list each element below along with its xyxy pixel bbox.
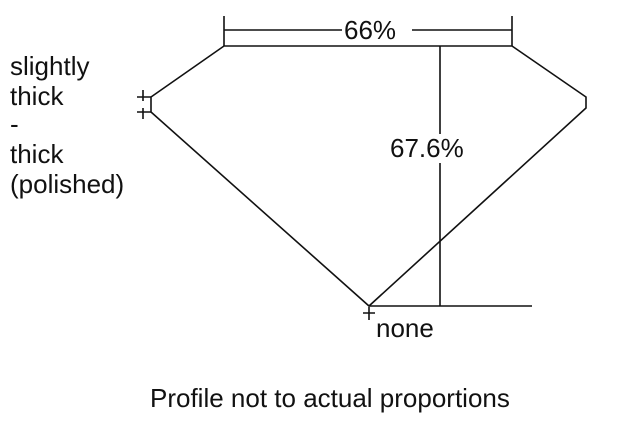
culet-marker — [363, 307, 375, 320]
table-percentage: 66% — [344, 15, 397, 45]
girdle-marker — [137, 90, 151, 119]
girdle-label-line: - — [10, 109, 19, 139]
table-dimension-line — [223, 16, 513, 46]
girdle-label-line: thick — [10, 81, 64, 111]
girdle-label-line: (polished) — [10, 169, 125, 199]
girdle-label-line: slightly — [10, 51, 90, 81]
culet-label: none — [376, 313, 434, 343]
girdle-label: slightly thick - thick (polished) — [10, 52, 124, 200]
depth-percentage: 67.6% — [390, 133, 464, 163]
footnote: Profile not to actual proportions — [150, 383, 510, 413]
gem-outline — [150, 45, 587, 308]
girdle-label-line: thick — [10, 139, 64, 169]
